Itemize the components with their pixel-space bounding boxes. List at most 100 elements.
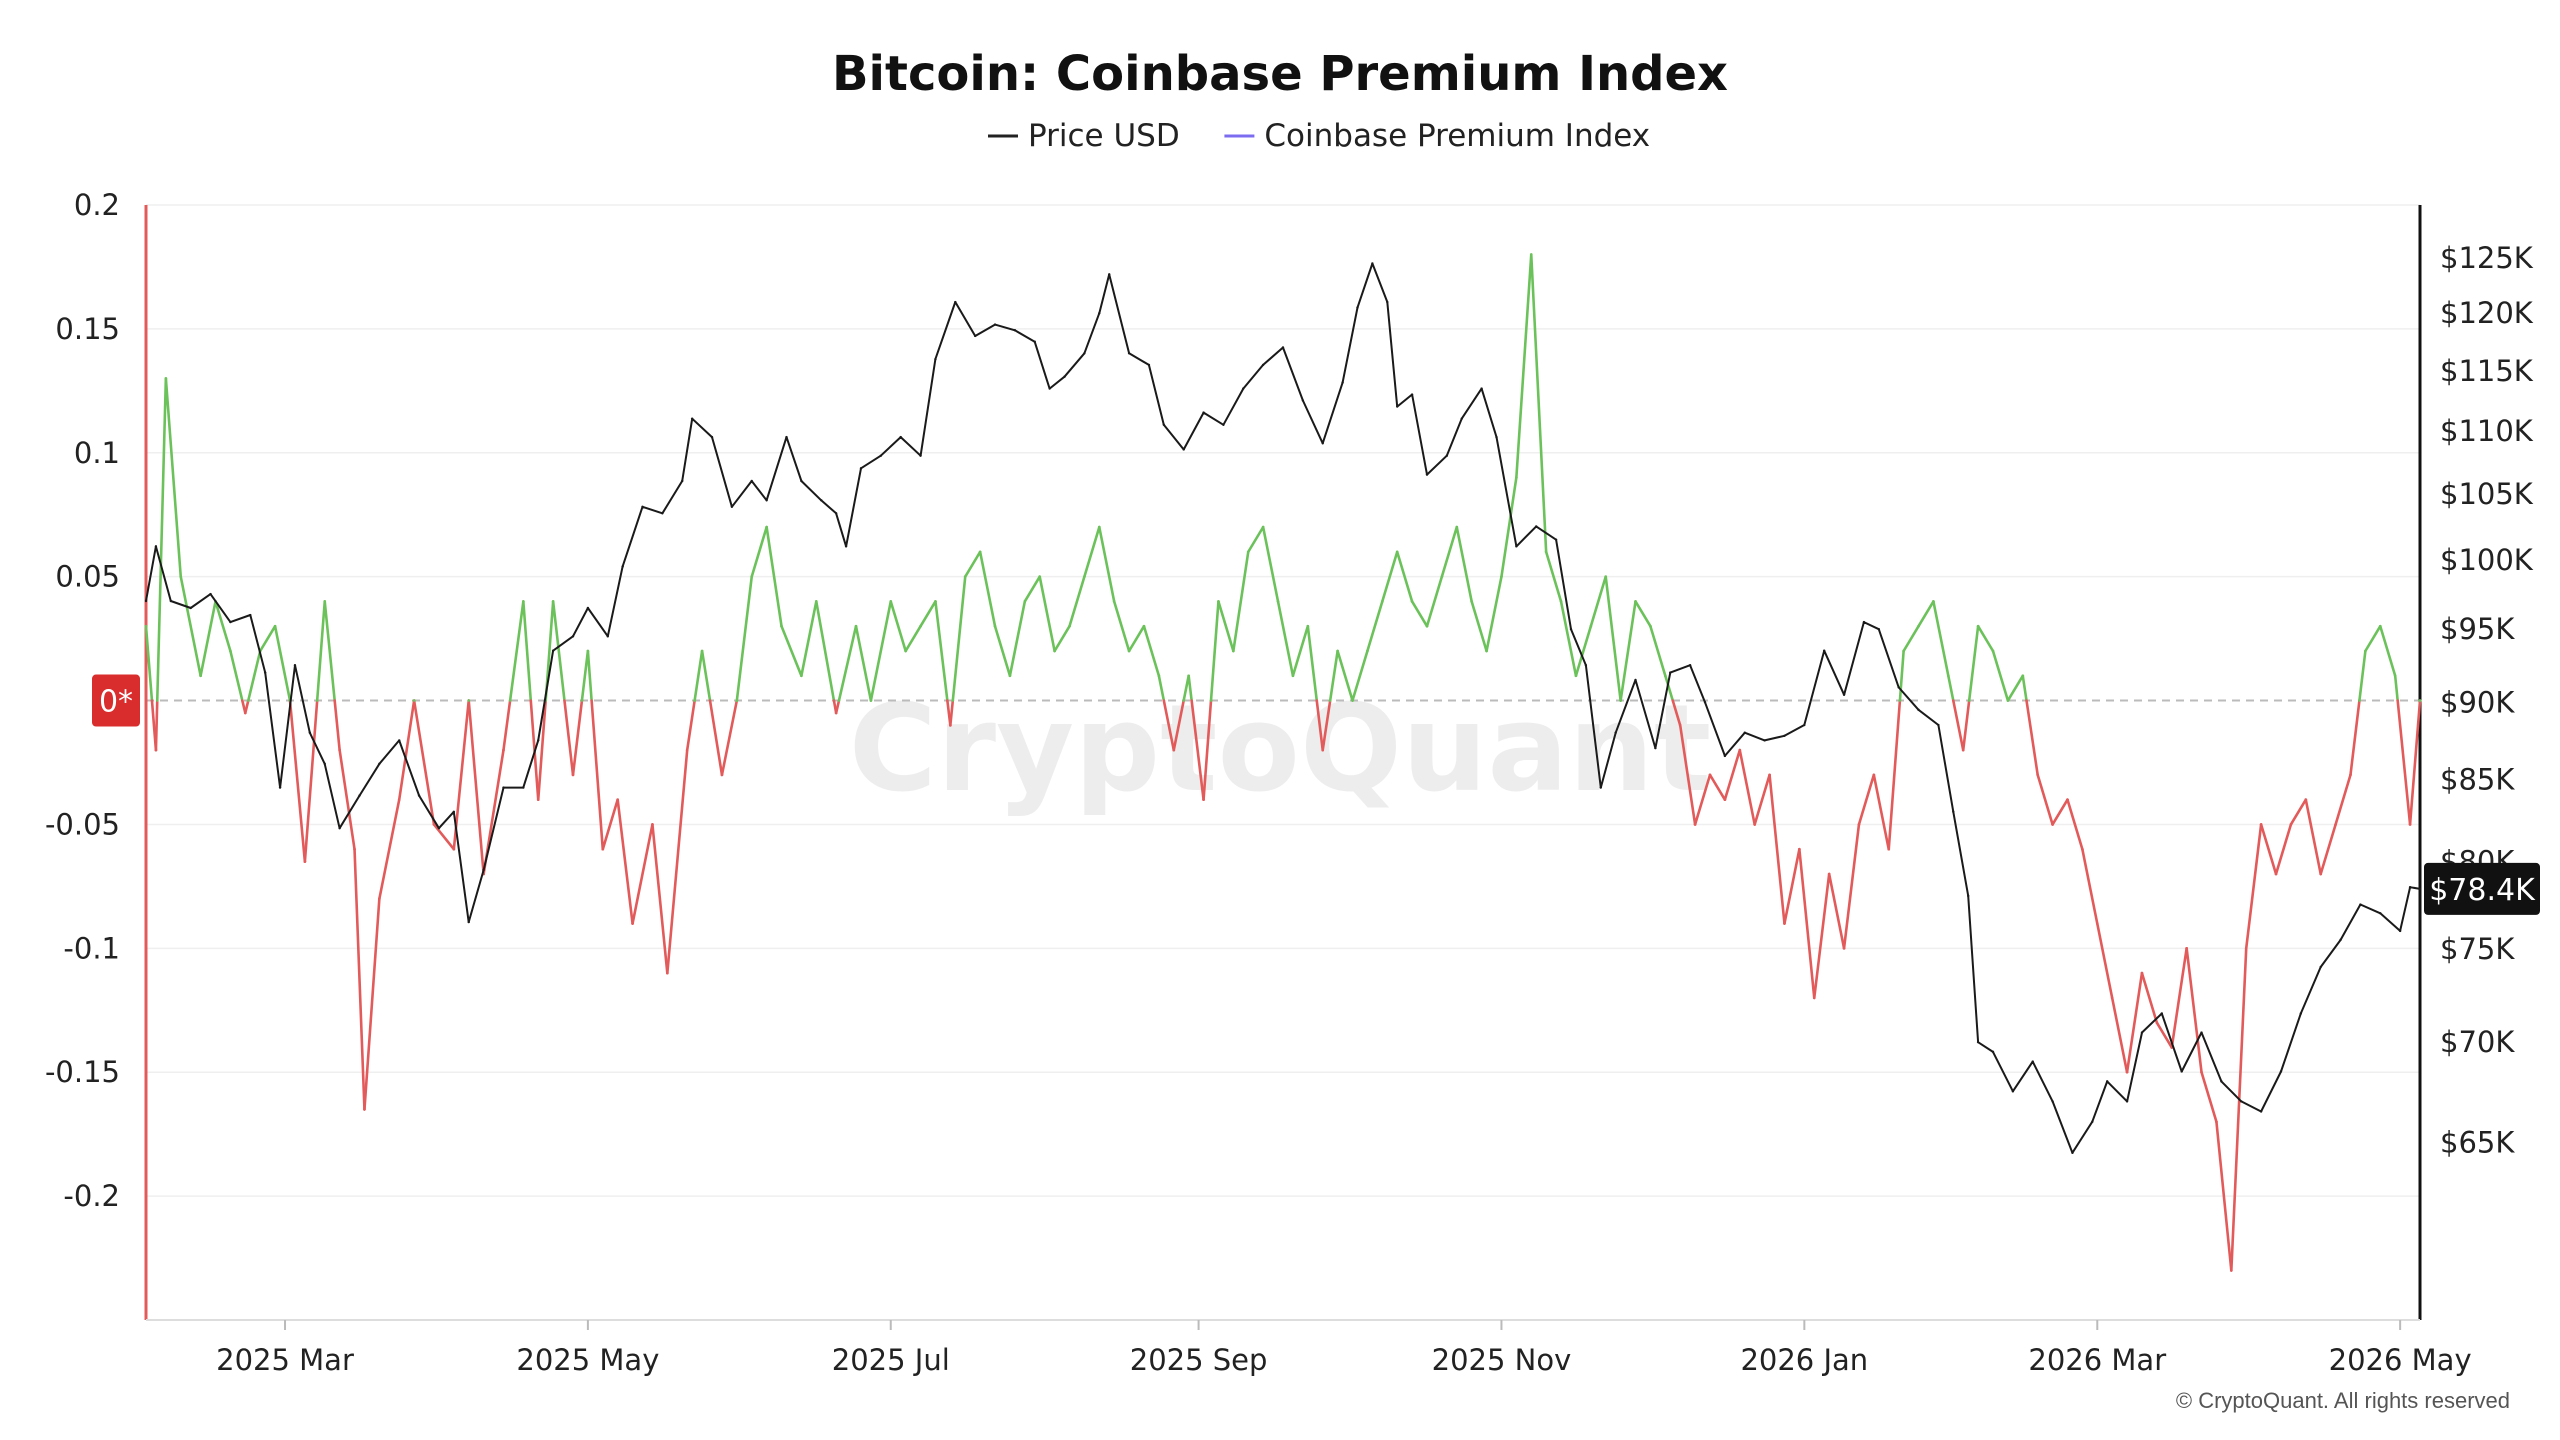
premium-segment-131-0	[2155, 1021, 2174, 1049]
premium-point-75	[1321, 748, 1325, 752]
premium-segment-144-0	[2349, 699, 2361, 777]
premium-segment-12-1	[333, 699, 341, 752]
premium-segment-106-0	[1783, 847, 1801, 925]
premium-point-30	[616, 798, 619, 801]
premium-point-11	[303, 860, 307, 863]
price-point-116	[2180, 1070, 2183, 1073]
price-point-29	[641, 505, 644, 508]
x-tick-label-0: 2025 Mar	[216, 1343, 354, 1377]
price-point-78	[1495, 435, 1498, 439]
premium-point-99	[1678, 724, 1682, 727]
premium-point-100	[1693, 823, 1697, 826]
premium-segment-117-1	[1951, 699, 1965, 752]
premium-segment-57-0	[1053, 624, 1071, 653]
price-point-71	[1386, 300, 1389, 304]
premium-segment-122-1	[2025, 699, 2039, 777]
premium-point-87	[1500, 575, 1503, 578]
price-point-14	[378, 762, 381, 765]
watermark: CryptoQuant	[849, 680, 1711, 819]
premium-segment-115-0	[1917, 600, 1935, 628]
premium-point-134	[2200, 1070, 2203, 1074]
premium-point-136	[2230, 1269, 2233, 1272]
price-point-75	[1445, 454, 1449, 457]
price-series	[144, 262, 2422, 1155]
premium-segment-7-0	[244, 699, 250, 715]
premium-point-38	[750, 575, 754, 578]
premium-segment-78-0	[1366, 600, 1384, 653]
price-point-121	[2279, 1070, 2283, 1073]
premium-point-80	[1395, 550, 1399, 554]
premium-point-17	[397, 798, 401, 801]
premium-point-126	[2081, 847, 2084, 851]
premium-point-102	[1723, 798, 1727, 801]
premium-point-145	[2364, 649, 2367, 653]
premium-point-116	[1932, 600, 1935, 603]
price-point-10	[308, 731, 312, 734]
x-tick-label-1: 2025 May	[516, 1343, 659, 1377]
left-tick-label-7: -0.2	[63, 1179, 120, 1213]
premium-point-48	[919, 624, 922, 628]
premium-segment-89-0	[1529, 253, 1548, 554]
premium-segment-27-1	[580, 649, 590, 702]
price-point-97	[1842, 693, 1846, 697]
premium-point-32	[651, 823, 654, 826]
price-point-62	[1222, 423, 1225, 426]
premium-segment-130-0	[2140, 971, 2159, 1024]
premium-point-24	[522, 600, 525, 603]
premium-segment-50-0	[949, 699, 955, 727]
price-point-24	[551, 649, 555, 652]
premium-segment-117-0	[1947, 674, 1955, 702]
premium-segment-111-0	[1857, 773, 1876, 826]
price-point-108	[2031, 1060, 2034, 1063]
price-point-66	[1301, 399, 1305, 402]
right-tick-label-10: $115K	[2440, 354, 2534, 388]
copyright-text: © CryptoQuant. All rights reserved	[2176, 1388, 2510, 1413]
x-tick-label-5: 2026 Jan	[1740, 1343, 1868, 1377]
premium-point-127	[2095, 922, 2099, 925]
premium-segment-113-0	[1887, 699, 1902, 851]
premium-segment-3-0	[179, 575, 202, 678]
price-point-76	[1460, 417, 1463, 420]
price-point-40	[834, 512, 838, 515]
price-point-117	[2200, 1031, 2203, 1034]
premium-segment-139-0	[2274, 823, 2293, 876]
price-point-39	[820, 499, 823, 502]
premium-segment-86-0	[1485, 575, 1503, 653]
premium-segment-147-0	[2393, 674, 2399, 702]
price-point-70	[1371, 262, 1374, 265]
premium-point-69	[1232, 649, 1235, 653]
premium-segment-98-1	[1671, 699, 1682, 727]
price-point-67	[1321, 442, 1324, 445]
premium-point-3	[179, 575, 183, 578]
premium-segment-110-0	[1842, 823, 1861, 950]
price-point-41	[844, 545, 848, 548]
left-tick-label-1: 0.15	[55, 312, 120, 346]
premium-segment-98-0	[1664, 674, 1675, 702]
premium-segment-138-0	[2259, 823, 2278, 876]
premium-point-9	[273, 624, 277, 628]
premium-segment-25-0	[536, 699, 547, 801]
premium-segment-28-1	[590, 699, 605, 851]
axes	[144, 205, 2422, 1321]
price-point-73	[1410, 393, 1414, 396]
price-point-16	[417, 794, 421, 797]
premium-point-60	[1097, 525, 1101, 529]
premium-segment-137-0	[2244, 823, 2263, 950]
premium-segment-30-0	[616, 798, 634, 925]
premium-series	[144, 253, 2422, 1272]
premium-segment-81-0	[1410, 600, 1429, 628]
premium-point-33	[666, 971, 669, 975]
premium-point-46	[889, 600, 893, 603]
premium-segment-79-0	[1381, 550, 1399, 603]
premium-point-93	[1589, 624, 1593, 628]
x-tick-label-6: 2026 Mar	[2028, 1343, 2166, 1377]
price-point-104	[1966, 894, 1970, 898]
price-point-11	[323, 762, 326, 765]
premium-point-149	[2418, 699, 2422, 702]
premium-point-79	[1381, 600, 1384, 603]
premium-segment-96-0	[1634, 600, 1652, 628]
premium-point-105	[1768, 773, 1771, 777]
premium-segment-99-0	[1678, 724, 1697, 826]
price-point-119	[2240, 1100, 2243, 1103]
